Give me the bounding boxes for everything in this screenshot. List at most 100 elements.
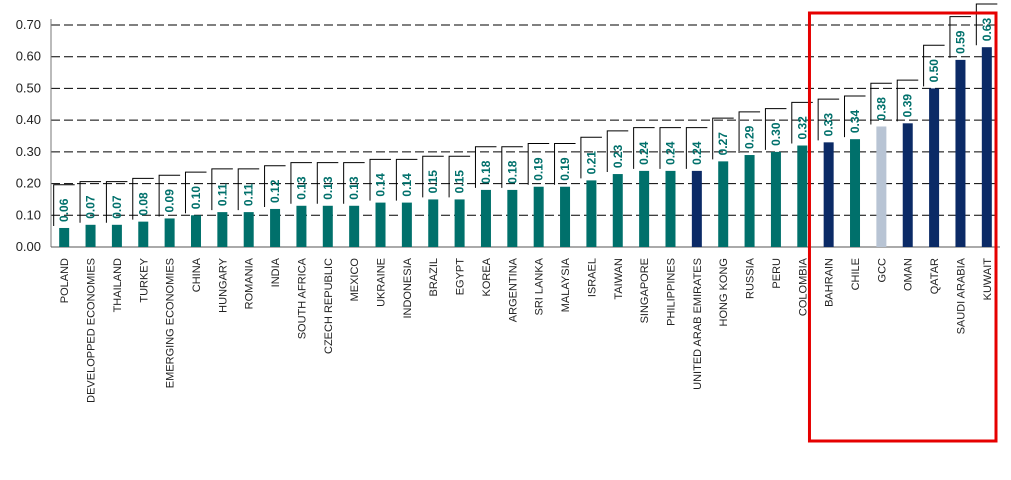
value-label-frame (975, 3, 998, 46)
x-tick-label: HUNGARY (217, 257, 229, 312)
x-tick-label: MEXICO (349, 258, 361, 302)
bar (111, 224, 122, 247)
data-label: 0.13 (294, 176, 308, 200)
value-label-frame (448, 155, 471, 198)
data-label: 0.19 (558, 157, 572, 181)
x-tick-label: PERU (771, 258, 783, 289)
x-tick-label: HONG KONG (718, 258, 730, 326)
value-label-frame (53, 184, 75, 226)
value-label-frame (712, 117, 734, 160)
value-label-frame (791, 101, 813, 144)
data-label: 0.11 (215, 183, 229, 206)
data-label: 0.50 (927, 59, 941, 83)
x-tick-label: TURKEY (138, 257, 150, 302)
value-label-frame (105, 181, 128, 223)
bar (770, 151, 781, 247)
x-tick-label: BRAZIL (428, 258, 440, 297)
y-tick-label: 0.30 (16, 144, 41, 159)
x-tick-label: SRI LANKA (534, 257, 546, 315)
x-tick-label: CHINA (191, 257, 203, 292)
x-tick-label: RUSSIA (745, 257, 757, 299)
highlight-box (807, 11, 998, 443)
bar (296, 205, 307, 247)
data-label: 0.24 (637, 141, 651, 165)
x-tick-label: INDONESIA (402, 257, 414, 318)
x-tick-label: POLAND (59, 258, 71, 303)
x-tick-label: EGYPT (455, 258, 467, 296)
bar (560, 186, 571, 247)
bar (586, 180, 597, 247)
data-label: 0.39 (901, 94, 915, 118)
bar (744, 155, 755, 247)
x-tick-label: ISRAEL (586, 258, 598, 297)
value-label-frame (949, 16, 971, 58)
data-label: 0.27 (716, 132, 730, 156)
value-label-frame (211, 168, 233, 211)
x-tick-label: DEVELOPPED ECONOMIES (86, 258, 98, 403)
data-label: 0.23 (611, 144, 625, 168)
value-label-frame (923, 44, 945, 87)
value-label-frame (685, 127, 708, 169)
value-label-frame (738, 111, 761, 154)
y-tick-label: 0.40 (16, 112, 41, 127)
bar (850, 139, 861, 247)
x-tick-label: THAILAND (112, 258, 124, 312)
y-tick-label: 0.10 (16, 207, 41, 222)
y-tick-label: 0.50 (16, 80, 41, 95)
value-label-frame (158, 174, 181, 217)
bar (375, 202, 386, 247)
value-label-frame (870, 82, 892, 125)
bar (981, 47, 992, 248)
y-tick-label: 0.20 (16, 176, 41, 191)
data-label: 0.15 (453, 170, 467, 194)
bar (164, 218, 175, 247)
bar (322, 205, 333, 247)
x-tick-label: COLOMBIA (797, 257, 809, 316)
bar (428, 199, 439, 247)
bar (480, 189, 491, 247)
x-tick-label: QATAR (929, 258, 941, 294)
bar (401, 202, 412, 247)
value-label-frame (237, 168, 260, 211)
value-label-frame (343, 162, 365, 204)
x-tick-label: GCC (876, 258, 888, 283)
data-label: 0.06 (57, 198, 71, 222)
value-label-frame (264, 165, 286, 207)
data-label: 0.29 (743, 125, 757, 149)
x-tick-label: KUWAIT (982, 258, 994, 301)
data-label: 0.15 (426, 170, 440, 194)
value-label-frame (184, 171, 207, 214)
data-label: 0.59 (953, 30, 967, 54)
bar (507, 189, 518, 247)
x-tick-label: UKRAINE (376, 258, 388, 307)
x-tick-label: ROMANIA (244, 257, 256, 309)
data-label: 0.13 (347, 176, 361, 200)
bar (243, 212, 254, 247)
value-label-frame (527, 143, 550, 185)
data-label: 0.32 (795, 116, 809, 140)
data-label: 0.07 (110, 195, 124, 219)
x-tick-label: UNITED ARAB EMIRATES (692, 258, 704, 390)
bar (902, 123, 913, 247)
x-tick-label: SAUDI ARABIA (955, 257, 967, 334)
data-label: 0.14 (374, 173, 388, 197)
bar (691, 170, 702, 247)
bar (59, 227, 70, 247)
value-label-frame (659, 127, 681, 169)
bar (876, 126, 887, 247)
value-label-frame (132, 177, 154, 220)
data-label: 0.24 (663, 141, 677, 165)
data-label: 0.24 (690, 141, 704, 165)
data-label: 0.34 (848, 109, 862, 133)
data-label: 0.08 (136, 192, 150, 216)
bar (665, 170, 676, 247)
value-label-frame (580, 136, 602, 179)
value-label-frame (633, 127, 655, 169)
value-label-frame (606, 130, 629, 173)
x-tick-label: OMAN (903, 258, 915, 291)
value-label-frame (316, 162, 339, 204)
data-label: 0.18 (479, 160, 493, 184)
x-tick-label: CZECH REPUBLIC (323, 258, 335, 354)
bar (929, 88, 940, 247)
data-label: 0.14 (400, 173, 414, 197)
